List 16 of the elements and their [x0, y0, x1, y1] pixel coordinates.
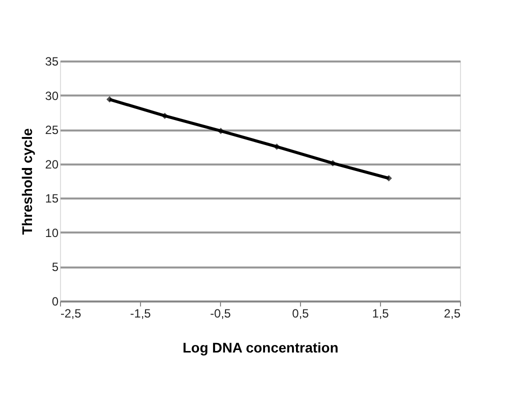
y-tick-label: 30 [45, 88, 59, 103]
y-axis-title: Threshold cycle [19, 128, 36, 235]
x-tick-label: -1,5 [130, 306, 152, 320]
x-tick-label: 2,5 [444, 306, 461, 320]
x-tick-label: -0,5 [210, 306, 232, 320]
y-tick-label: 0 [52, 294, 59, 308]
x-tick-label: 1,5 [372, 306, 390, 320]
x-tick-label: 0,5 [292, 306, 310, 320]
x-axis-title: Log DNA concentration [182, 340, 338, 356]
y-tick-label: 10 [45, 226, 59, 240]
y-tick-label: 20 [45, 157, 59, 172]
x-tick-label: -2,5 [60, 306, 82, 320]
y-tick-label: 15 [45, 192, 59, 206]
y-tick-label: 25 [45, 123, 59, 138]
y-tick-label: 5 [52, 260, 59, 274]
y-tick-label: 35 [45, 54, 59, 68]
